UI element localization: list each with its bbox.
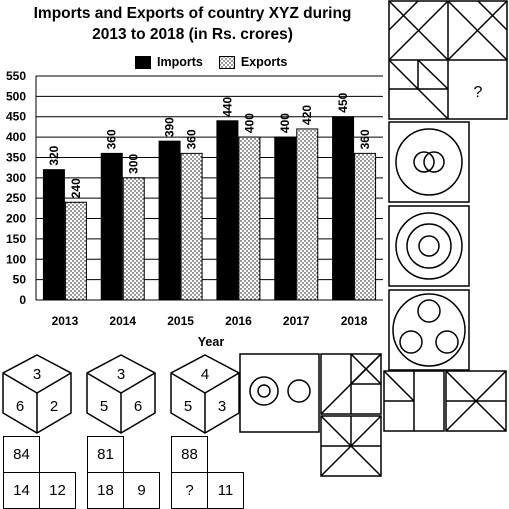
x-tick-label: 2016: [225, 314, 252, 328]
y-tick-label: 200: [6, 212, 26, 226]
y-tick-label: 150: [6, 232, 26, 246]
die-left-face: 5: [100, 398, 108, 415]
data-label: 400: [242, 113, 256, 133]
y-tick-label: 300: [6, 171, 26, 185]
chart-title-line1: Imports and Exports of country XYZ durin…: [33, 5, 352, 22]
x-tick-label: 2017: [283, 314, 310, 328]
bar-imports: [42, 169, 65, 301]
bar-exports: [64, 201, 87, 301]
data-label: 360: [358, 129, 372, 149]
data-label: 440: [220, 96, 234, 116]
bar-imports: [100, 152, 123, 301]
puzzle-top-cell: 81: [87, 436, 124, 473]
die-right-face: 2: [50, 398, 58, 415]
data-label: 400: [278, 113, 292, 133]
y-tick-label: 50: [13, 273, 27, 287]
puzzle-top-cell: 84: [3, 436, 40, 473]
bar-exports: [122, 177, 145, 301]
bar-imports: [274, 136, 297, 301]
data-labels: 320 240 360 300 390 360 440 400 400 420 450 360: [47, 92, 372, 198]
x-tick-label: 2015: [167, 314, 194, 328]
die-top-face: 3: [33, 366, 41, 383]
puzzle-bottom-right-cell: 9: [123, 472, 160, 509]
y-tick-label: 400: [6, 130, 26, 144]
puzzle-bottom-left-cell: ?: [171, 472, 208, 509]
die: 35 6: [86, 354, 156, 434]
option-figure-1: [388, 121, 470, 203]
bar-exports: [180, 152, 203, 301]
bar-exports: [296, 128, 319, 301]
legend-exports-label: Exports: [240, 55, 288, 69]
legend-exports-swatch: [218, 55, 235, 69]
bar-exports: [354, 152, 377, 301]
option-figure-3: [388, 289, 470, 371]
die-left-face: 6: [16, 398, 24, 415]
y-axis-ticks: 0 50 100 150 200 250 300 350 400 450 500 550: [6, 69, 26, 307]
puzzle-bottom-left-cell: 18: [87, 472, 124, 509]
y-tick-label: 100: [6, 252, 26, 266]
puzzle-bottom-right-cell: 12: [39, 472, 76, 509]
figure-puzzle-grid: ?: [388, 0, 508, 120]
data-label: 360: [185, 129, 199, 149]
legend-imports-swatch: [135, 55, 151, 69]
y-tick-label: 500: [6, 89, 26, 103]
bar-imports: [216, 120, 239, 301]
data-label: 420: [300, 105, 314, 125]
puzzle-top-cell: 88: [171, 436, 208, 473]
x-tick-label: 2013: [52, 314, 79, 328]
die: 36 2: [2, 354, 72, 434]
bars: [42, 116, 377, 301]
x-tick-label: 2014: [109, 314, 136, 328]
die-top-face: 4: [201, 366, 209, 383]
data-label: 450: [336, 92, 350, 112]
x-axis-ticks: 2013 2014 2015 2016 2017 2018: [52, 314, 368, 328]
die-right-face: 6: [134, 398, 142, 415]
y-tick-label: 0: [19, 293, 26, 307]
y-tick-label: 450: [6, 110, 26, 124]
bar-imports: [332, 116, 355, 301]
bar-exports: [238, 136, 261, 301]
y-tick-label: 250: [6, 191, 26, 205]
puzzle-bottom-right-cell: 11: [207, 472, 244, 509]
grid-lines: [35, 75, 383, 301]
y-tick-label: 350: [6, 150, 26, 164]
data-label: 390: [163, 117, 177, 137]
x-axis-label: Year: [198, 335, 225, 349]
circles-figure: [239, 353, 320, 433]
chart-legend: Imports Exports: [135, 55, 287, 69]
die-right-face: 3: [218, 398, 226, 415]
option-figure-2: [388, 205, 470, 287]
square-figures: [320, 353, 507, 477]
dice-row: 36 235 645 3: [2, 354, 240, 434]
chart-title-line2: 2013 to 2018 (in Rs. crores): [92, 26, 293, 43]
puzzle-bottom-left-cell: 14: [3, 472, 40, 509]
legend-imports-label: Imports: [157, 55, 203, 69]
die-top-face: 3: [117, 366, 125, 383]
die-left-face: 5: [184, 398, 192, 415]
bar-imports: [158, 140, 181, 301]
data-label: 320: [47, 145, 61, 165]
question-mark: ?: [474, 84, 483, 101]
x-tick-label: 2018: [341, 314, 368, 328]
die: 45 3: [170, 354, 240, 434]
data-label: 360: [105, 129, 119, 149]
bar-chart: 0 50 100 150 200 250 300 350 400 450 500 550 320 240…: [6, 69, 383, 349]
data-label: 240: [69, 178, 83, 198]
y-tick-label: 550: [6, 69, 26, 83]
data-label: 300: [127, 153, 141, 173]
